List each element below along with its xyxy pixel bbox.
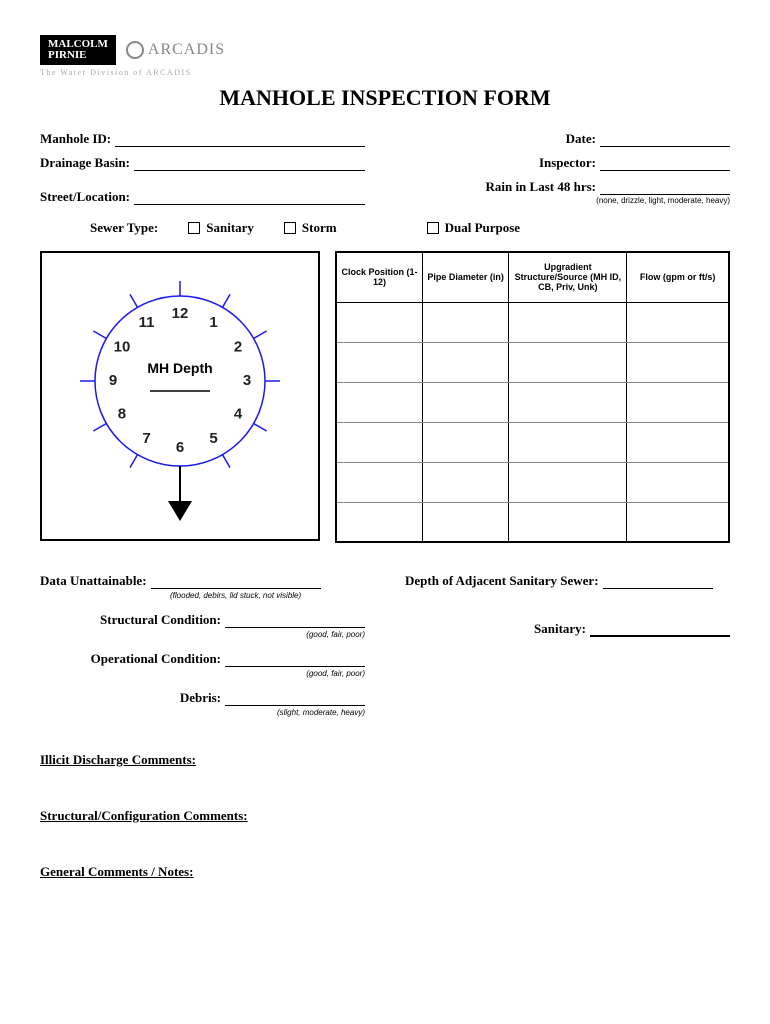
svg-text:5: 5: [209, 430, 217, 447]
svg-text:11: 11: [139, 314, 155, 331]
sanitary-input[interactable]: [590, 621, 730, 637]
field-street-location: Street/Location:: [40, 179, 365, 205]
th-flow: Flow (gpm or ft/s): [627, 252, 729, 302]
rain-input[interactable]: [600, 179, 730, 195]
street-location-input[interactable]: [134, 189, 365, 205]
logo-malcolm-pirnie: MALCOLM PIRNIE: [40, 35, 116, 65]
svg-text:8: 8: [118, 405, 126, 422]
inspector-input[interactable]: [600, 155, 730, 171]
svg-text:2: 2: [234, 338, 242, 355]
checkbox-storm[interactable]: Storm: [284, 220, 337, 236]
date-input[interactable]: [600, 131, 730, 147]
drainage-basin-input[interactable]: [134, 155, 365, 171]
field-inspector: Inspector:: [405, 155, 730, 171]
logo-arcadis: ARCADIS: [126, 41, 225, 59]
field-structural-condition: Structural Condition:: [40, 612, 365, 628]
form-title: MANHOLE INSPECTION FORM: [40, 85, 730, 111]
field-data-unattainable: Data Unattainable:: [40, 573, 365, 589]
structural-condition-hint: (good, fair, poor): [40, 630, 365, 639]
svg-text:4: 4: [234, 405, 243, 422]
depth-adjacent-input[interactable]: [603, 573, 713, 589]
th-clock-position: Clock Position (1-12): [336, 252, 422, 302]
table-row[interactable]: [336, 382, 729, 422]
checkbox-dual-purpose[interactable]: Dual Purpose: [427, 220, 520, 236]
svg-text:12: 12: [172, 305, 189, 322]
section-illicit-discharge: Illicit Discharge Comments:: [40, 752, 730, 768]
debris-hint: (slight, moderate, heavy): [40, 708, 365, 717]
clock-diagram: 121234567891011 MH Depth: [40, 251, 320, 541]
operational-condition-hint: (good, fair, poor): [40, 669, 365, 678]
arcadis-icon: [126, 41, 144, 59]
lower-fields: Data Unattainable: (flooded, debirs, lid…: [40, 573, 730, 727]
svg-text:6: 6: [176, 439, 184, 456]
section-general-comments: General Comments / Notes:: [40, 864, 730, 880]
field-depth-adjacent: Depth of Adjacent Sanitary Sewer:: [405, 573, 730, 589]
structural-condition-input[interactable]: [225, 612, 365, 628]
debris-input[interactable]: [225, 690, 365, 706]
field-debris: Debris:: [40, 690, 365, 706]
table-row[interactable]: [336, 422, 729, 462]
svg-text:7: 7: [142, 430, 150, 447]
data-unattainable-input[interactable]: [151, 573, 321, 589]
th-pipe-diameter: Pipe Diameter (in): [422, 252, 508, 302]
field-drainage-basin: Drainage Basin:: [40, 155, 365, 171]
field-date: Date:: [405, 131, 730, 147]
tagline: The Water Division of ARCADIS: [40, 68, 730, 77]
table-row[interactable]: [336, 342, 729, 382]
sewer-type-label: Sewer Type:: [90, 220, 158, 236]
field-sanitary: Sanitary:: [405, 621, 730, 637]
svg-text:3: 3: [243, 372, 251, 389]
section-structural-config: Structural/Configuration Comments:: [40, 808, 730, 824]
header-fields: Manhole ID: Date: Drainage Basin: Inspec…: [40, 131, 730, 205]
field-rain: Rain in Last 48 hrs: (none, drizzle, lig…: [405, 179, 730, 205]
operational-condition-input[interactable]: [225, 651, 365, 667]
clock-svg: 121234567891011 MH Depth: [60, 261, 300, 531]
table-row[interactable]: [336, 462, 729, 502]
table-row[interactable]: [336, 502, 729, 542]
svg-text:9: 9: [109, 372, 117, 389]
checkbox-sanitary[interactable]: Sanitary: [188, 220, 254, 236]
th-upgradient: Upgradient Structure/Source (MH ID, CB, …: [509, 252, 627, 302]
header-logos: MALCOLM PIRNIE ARCADIS: [40, 35, 730, 65]
sewer-type-row: Sewer Type: Sanitary Storm Dual Purpose: [40, 220, 730, 236]
pipe-data-table: Clock Position (1-12) Pipe Diameter (in)…: [335, 251, 730, 543]
field-manhole-id: Manhole ID:: [40, 131, 365, 147]
data-unattainable-hint: (flooded, debirs, lid stuck, not visible…: [40, 591, 365, 600]
svg-text:1: 1: [209, 314, 217, 331]
manhole-id-input[interactable]: [115, 131, 365, 147]
rain-hint: (none, drizzle, light, moderate, heavy): [405, 196, 730, 205]
mid-section: 121234567891011 MH Depth Clock Position …: [40, 251, 730, 543]
field-operational-condition: Operational Condition:: [40, 651, 365, 667]
mh-depth-label: MH Depth: [147, 360, 212, 376]
svg-text:10: 10: [114, 338, 131, 355]
table-row[interactable]: [336, 302, 729, 342]
